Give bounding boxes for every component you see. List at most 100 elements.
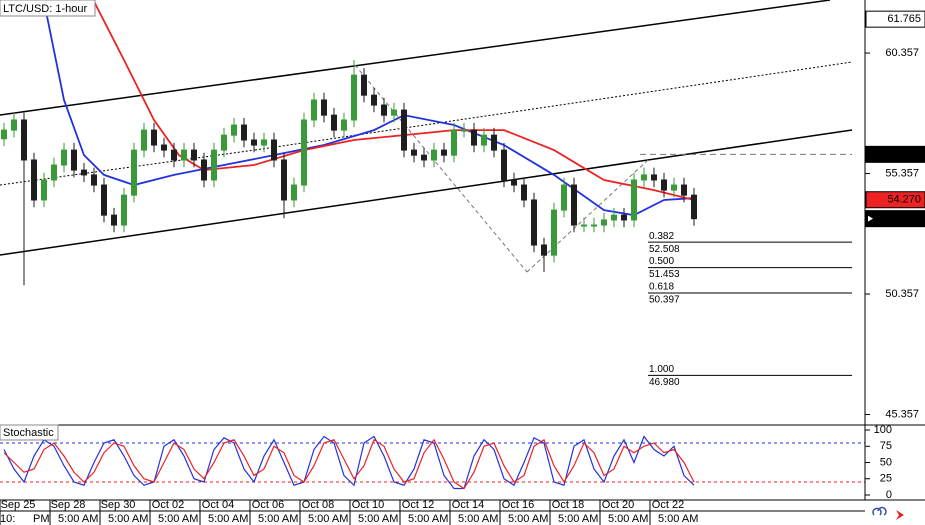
candle-body xyxy=(61,149,67,166)
fib-price: 51.453 xyxy=(649,269,680,280)
candle-body xyxy=(421,154,427,161)
candle-body xyxy=(491,134,497,151)
candle-body xyxy=(241,124,247,141)
candle-body xyxy=(521,184,527,201)
candle-body xyxy=(321,99,327,116)
candle-body xyxy=(431,149,437,161)
x-sublabel: 5:00 AM xyxy=(458,513,498,525)
x-tick-label: Oct 18 xyxy=(552,499,584,511)
candle-body xyxy=(21,119,27,161)
candle-body xyxy=(391,109,397,116)
x-tick-label: Sep 28 xyxy=(51,499,86,511)
x-tick-label: Oct 10 xyxy=(352,499,384,511)
fib-ratio: 0.382 xyxy=(649,231,674,242)
candle-body xyxy=(541,244,547,256)
x-sublabel: 5:00 AM xyxy=(608,513,648,525)
fib-price: 50.397 xyxy=(649,295,680,306)
candle-body xyxy=(281,159,287,201)
fib-price: 46.980 xyxy=(649,377,680,388)
toolbar-icons[interactable] xyxy=(872,506,904,520)
candle-body xyxy=(171,149,177,161)
candle-body xyxy=(471,129,477,146)
x-tick-label: Oct 14 xyxy=(452,499,484,511)
y-tick-label: 0 xyxy=(886,489,892,501)
candle-body xyxy=(611,214,617,221)
x-tick-label: Oct 02 xyxy=(152,499,184,511)
y-tick-label: 75 xyxy=(880,440,892,452)
candle-body xyxy=(661,179,667,191)
candle-body xyxy=(451,129,457,156)
candle-body xyxy=(531,199,537,246)
candle-body xyxy=(221,134,227,151)
candle-body xyxy=(581,224,587,227)
arrow-icon[interactable] xyxy=(896,510,904,520)
price-marker xyxy=(868,215,873,222)
channel-upper xyxy=(0,0,831,116)
x-sublabel: 5:00 AM xyxy=(108,513,148,525)
candle-body xyxy=(681,184,687,196)
candle-body xyxy=(591,224,597,227)
x-tick-label: Oct 12 xyxy=(402,499,434,511)
candle-body xyxy=(621,214,627,221)
x-sublabel: 5:00 AM xyxy=(208,513,248,525)
candle-body xyxy=(671,184,677,191)
candle-body xyxy=(301,119,307,186)
candle-body xyxy=(511,179,517,186)
candle-body xyxy=(201,159,207,181)
candle-body xyxy=(181,149,187,161)
title-box xyxy=(0,424,59,441)
candle-body xyxy=(401,109,407,151)
candle-body xyxy=(81,169,87,176)
candle-body xyxy=(121,194,127,226)
candle-body xyxy=(341,119,347,131)
candle-body xyxy=(551,209,557,256)
x-sublabel: 10: xyxy=(0,513,15,525)
y-tick-label: 50 xyxy=(880,456,892,468)
x-tick-label: Oct 16 xyxy=(502,499,534,511)
fib-ratio: 0.500 xyxy=(649,256,674,267)
labels: 60.357 55.357 50.357 45.357 61.765 56.154 54.2… xyxy=(0,10,925,525)
x-sublabel: 5:00 AM xyxy=(658,513,698,525)
candle-body xyxy=(71,149,77,171)
candle-body xyxy=(461,129,467,132)
price-label-box xyxy=(865,10,925,28)
candle-body xyxy=(161,144,167,151)
candle-body xyxy=(651,174,657,181)
candle-body xyxy=(191,149,197,161)
candle-body xyxy=(311,99,317,121)
x-sublabel: PM xyxy=(33,513,50,525)
price-label-box xyxy=(865,191,925,209)
x-sublabel: 5:00 AM xyxy=(258,513,298,525)
y-tick-label: 45.357 xyxy=(885,408,919,420)
chart-title: LTC/USD: 1-hour xyxy=(3,3,87,15)
candle-body xyxy=(361,74,367,96)
stochastic-line xyxy=(3,438,695,490)
candle-body xyxy=(561,184,567,211)
candle-body xyxy=(501,149,507,181)
candle-body xyxy=(601,219,607,226)
price-label: 61.765 xyxy=(887,13,921,25)
x-tick-label: Oct 06 xyxy=(252,499,284,511)
candle-body xyxy=(571,184,577,226)
y-tick-label: 25 xyxy=(880,473,892,485)
candle-body xyxy=(231,124,237,136)
candle-body xyxy=(291,184,297,201)
candle-body xyxy=(411,149,417,156)
price-label: 54.270 xyxy=(887,194,921,206)
price-label-box xyxy=(865,210,925,228)
channel-lower xyxy=(0,129,853,256)
x-sublabel: 5:00 AM xyxy=(308,513,348,525)
moving-average xyxy=(43,1,695,217)
candle-body xyxy=(101,184,107,216)
x-tick-label: Oct 22 xyxy=(652,499,684,511)
candle-body xyxy=(151,129,157,146)
candle-body xyxy=(331,114,337,131)
candle-body xyxy=(1,129,7,140)
candle-body xyxy=(271,139,277,161)
link-icon[interactable] xyxy=(872,506,887,516)
candle-body xyxy=(631,179,637,221)
x-tick-label: Oct 20 xyxy=(602,499,634,511)
candle-body xyxy=(91,174,97,186)
